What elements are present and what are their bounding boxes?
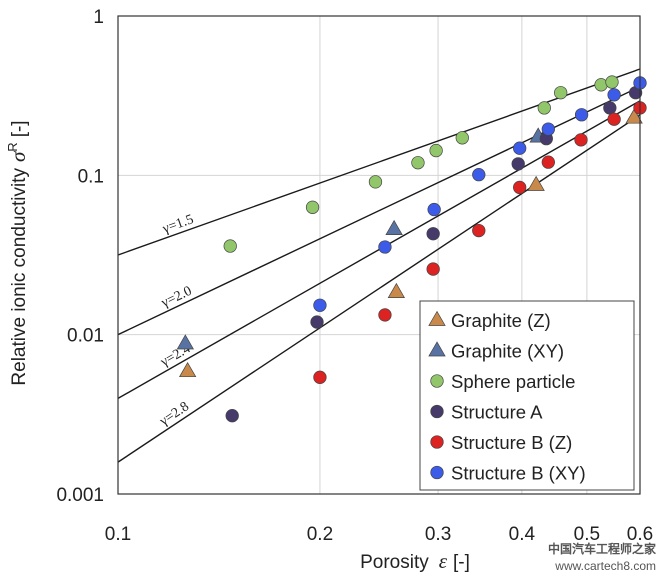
plot-frame bbox=[117, 15, 641, 495]
data-point bbox=[455, 131, 469, 145]
data-point bbox=[574, 133, 588, 147]
x-tick-label: 0.4 bbox=[509, 524, 536, 545]
data-point bbox=[605, 75, 619, 89]
x-tick-label: 0.2 bbox=[307, 524, 333, 545]
legend-marker bbox=[428, 310, 446, 326]
data-point bbox=[385, 219, 403, 235]
x-tick-label: 0.1 bbox=[105, 524, 131, 545]
data-point bbox=[225, 409, 239, 423]
data-point bbox=[368, 175, 383, 189]
data-point bbox=[310, 315, 324, 329]
legend-box bbox=[419, 300, 635, 491]
data-point bbox=[178, 361, 197, 378]
legend-marker bbox=[428, 341, 446, 357]
data-point bbox=[411, 156, 425, 170]
watermark-url: www.cartech8.com bbox=[554, 559, 656, 573]
data-point bbox=[541, 122, 555, 136]
data-point bbox=[378, 308, 392, 322]
data-point bbox=[603, 101, 617, 115]
legend-label: Sphere particle bbox=[451, 371, 575, 392]
y-tick-label: 0.001 bbox=[56, 485, 104, 506]
data-point bbox=[305, 200, 320, 214]
data-point bbox=[429, 143, 443, 158]
data-point bbox=[554, 86, 568, 100]
data-point bbox=[427, 202, 441, 217]
bruggeman-line bbox=[117, 68, 641, 256]
legend-label: Graphite (XY) bbox=[451, 341, 564, 362]
data-point bbox=[607, 112, 621, 126]
data-point bbox=[472, 167, 486, 182]
data-point bbox=[574, 108, 589, 122]
legend: Graphite (Z) Graphite (XY) Sphere particle… bbox=[419, 300, 635, 491]
legend-marker bbox=[430, 374, 444, 388]
bruggeman-line bbox=[117, 114, 641, 463]
x-tick-label: 0.3 bbox=[425, 524, 451, 545]
x-axis-title: Porosity ε [-] bbox=[360, 549, 470, 573]
data-point bbox=[513, 180, 527, 195]
data-point bbox=[607, 88, 621, 102]
data-point bbox=[313, 298, 327, 312]
legend-marker bbox=[430, 435, 444, 449]
legend-label: Structure A bbox=[451, 402, 543, 423]
data-point bbox=[426, 227, 440, 241]
watermark-text: 中国汽车工程师之家 bbox=[548, 541, 657, 556]
data-point bbox=[313, 370, 327, 384]
data-point bbox=[513, 141, 527, 155]
y-axis-title: Relative ionic conductivityσR[-] bbox=[5, 120, 30, 385]
data-point bbox=[378, 240, 392, 254]
data-point bbox=[594, 78, 608, 92]
legend-label: Graphite (Z) bbox=[451, 310, 551, 331]
data-point bbox=[527, 175, 545, 191]
data-point bbox=[625, 108, 643, 124]
data-point bbox=[176, 334, 195, 350]
data-point bbox=[426, 262, 440, 276]
data-point bbox=[472, 223, 486, 238]
x-axis-ticks: 0.1 0.2 0.3 0.4 0.5 0.6 bbox=[105, 524, 653, 545]
x-tick-label: 0.6 bbox=[627, 524, 653, 545]
data-point bbox=[541, 155, 555, 169]
y-tick-label: 1 bbox=[93, 7, 104, 28]
data-point bbox=[537, 101, 551, 115]
y-axis-ticks: 0.001 0.01 0.1 1 bbox=[56, 7, 104, 506]
watermark: 中国汽车工程师之家 www.cartech8.com bbox=[548, 541, 657, 573]
legend-label: Structure B (Z) bbox=[451, 432, 572, 453]
y-tick-label: 0.01 bbox=[67, 326, 104, 347]
x-tick-label: 0.5 bbox=[574, 524, 600, 545]
legend-marker bbox=[430, 404, 444, 419]
legend-marker bbox=[430, 465, 444, 480]
data-point bbox=[511, 157, 525, 171]
legend-label: Structure B (XY) bbox=[451, 463, 586, 484]
bruggeman-line bbox=[117, 86, 641, 336]
data-point bbox=[387, 282, 406, 298]
data-point bbox=[223, 239, 237, 253]
y-tick-label: 0.1 bbox=[78, 166, 104, 187]
